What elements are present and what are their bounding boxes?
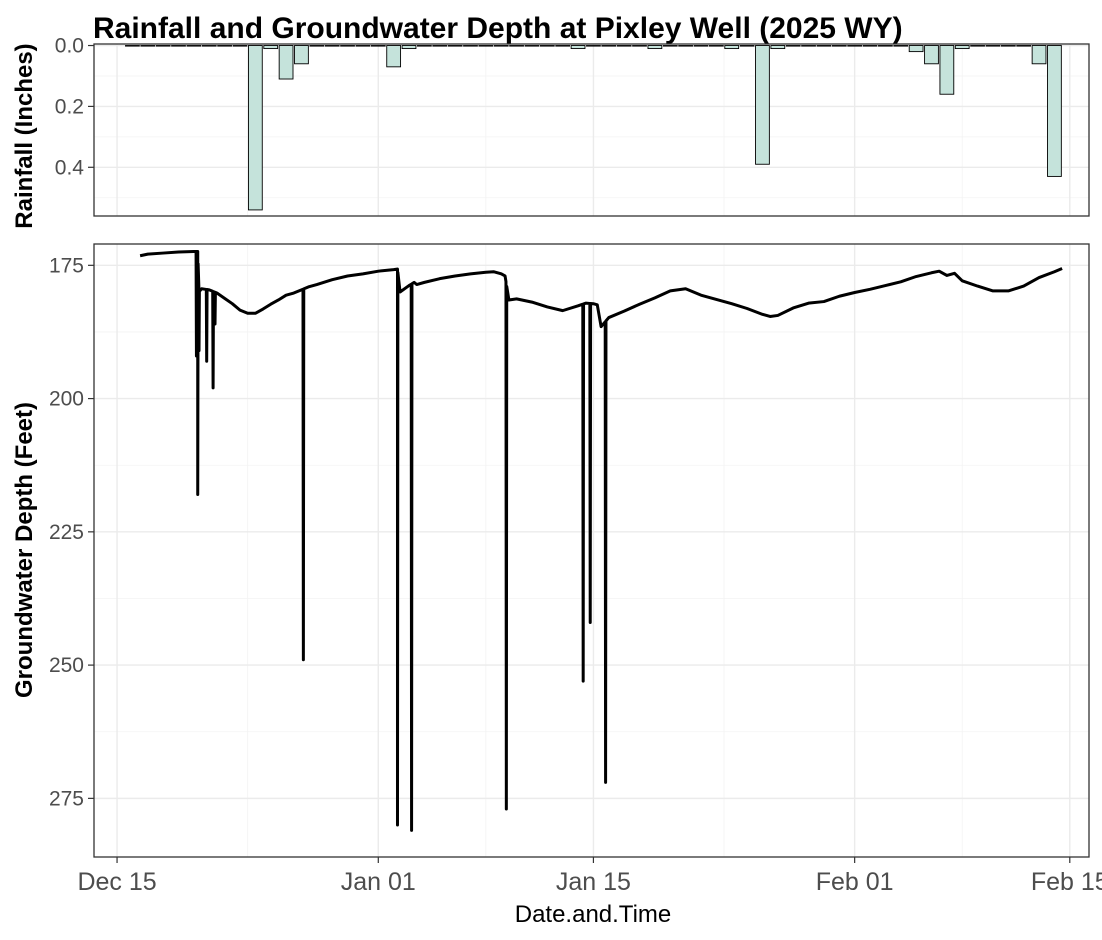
rainfall-bar — [816, 45, 832, 47]
rainfall-bar — [831, 45, 847, 47]
rainfall-bar — [632, 45, 647, 47]
rainfall-bar — [970, 45, 985, 47]
groundwater-panel-border — [93, 243, 1090, 858]
rainfall-bar — [171, 45, 186, 47]
rainfall-bar — [294, 45, 309, 65]
rainfall-bar — [570, 45, 586, 50]
rainfall-y-tick-label: 0.4 — [55, 156, 85, 179]
rainfall-bar — [724, 45, 740, 50]
rainfall-bar — [908, 45, 924, 53]
rainfall-bar — [186, 45, 202, 47]
rainfall-bars — [125, 45, 1062, 211]
rainfall-bar — [954, 45, 970, 50]
rainfall-bar — [601, 45, 617, 47]
groundwater-y-tick-label: 175 — [49, 254, 84, 277]
rainfall-y-tick-label: 0.2 — [55, 95, 84, 118]
groundwater-y-axis: 175 200 225 250 275 — [49, 254, 94, 810]
x-tick-label: Feb 15 — [1031, 868, 1102, 896]
groundwater-y-tick-label: 225 — [49, 521, 84, 544]
rainfall-bar — [555, 45, 571, 47]
rainfall-y-tick-label: 0.0 — [55, 35, 84, 58]
x-axis-label: Date.and.Time — [515, 901, 672, 928]
rainfall-bar — [708, 45, 724, 47]
x-tick-label: Dec 15 — [77, 868, 156, 896]
rainfall-bar — [217, 45, 232, 47]
groundwater-depth-line — [139, 249, 1063, 832]
x-tick-label: Jan 01 — [341, 868, 416, 896]
rainfall-bar — [770, 45, 786, 50]
rainfall-bar — [370, 45, 386, 47]
rainfall-bar — [478, 45, 494, 47]
rainfall-bar — [309, 45, 325, 47]
rainfall-bar — [924, 45, 939, 65]
x-tick-label: Jan 15 — [556, 868, 631, 896]
rainfall-bar — [125, 45, 140, 47]
rainfall-bar — [847, 45, 863, 47]
groundwater-y-tick-label: 200 — [49, 388, 84, 411]
rainfall-bar — [340, 45, 355, 47]
x-tick-label: Feb 01 — [816, 868, 894, 896]
rainfall-bar — [278, 45, 294, 80]
rainfall-bar — [801, 45, 816, 47]
rainfall-bar — [401, 45, 417, 50]
rainfall-bar — [509, 45, 524, 47]
rainfall-panel: 0.0 0.2 0.4 Rainfall (Inches) — [11, 35, 1090, 229]
groundwater-y-axis-label: Groundwater Depth (Feet) — [11, 402, 38, 698]
rainfall-panel-border — [93, 43, 1090, 217]
rainfall-bar — [386, 45, 402, 68]
rainfall-bar — [432, 45, 448, 47]
rainfall-bar — [985, 45, 1001, 47]
rainfall-bar — [247, 45, 263, 211]
rainfall-bar — [539, 45, 555, 47]
rainfall-bar — [1016, 45, 1032, 47]
rainfall-bar — [647, 45, 663, 50]
rainfall-bar — [862, 45, 878, 47]
x-axis: Dec 15 Jan 01 Jan 15 Feb 01 Feb 15 — [77, 857, 1102, 896]
chart-title: Rainfall and Groundwater Depth at Pixley… — [93, 12, 903, 45]
rainfall-bar — [939, 45, 955, 95]
rainfall-bar — [739, 45, 755, 47]
rainfall-y-axis: 0.0 0.2 0.4 — [55, 35, 94, 179]
groundwater-y-tick-label: 275 — [49, 787, 84, 810]
rainfall-bar — [263, 45, 279, 50]
rainfall-bar — [493, 45, 509, 47]
rainfall-bar — [447, 45, 463, 47]
rainfall-bar — [693, 45, 709, 47]
rainfall-bar — [201, 45, 217, 47]
rainfall-bar — [524, 45, 540, 47]
rainfall-bar — [662, 45, 678, 47]
rainfall-bar — [1031, 45, 1047, 65]
rainfall-bar — [463, 45, 478, 47]
rainfall-bar — [616, 45, 632, 47]
rainfall-y-axis-label: Rainfall (Inches) — [11, 43, 38, 228]
groundwater-panel: 175 200 225 250 275 Groundwater Depth (Feet) — [11, 243, 1090, 858]
rainfall-bar — [1000, 45, 1016, 47]
rainfall-bar — [755, 45, 770, 165]
groundwater-y-tick-label: 250 — [49, 654, 84, 677]
rainfall-bar — [1047, 45, 1062, 177]
rainfall-bar — [878, 45, 893, 47]
rainfall-bar — [586, 45, 601, 47]
rainfall-bar — [324, 45, 340, 47]
rainfall-bar — [893, 45, 909, 47]
rainfall-bar — [232, 45, 248, 47]
rainfall-bar — [355, 45, 371, 47]
rainfall-bar — [417, 45, 432, 47]
rainfall-bar — [785, 45, 801, 47]
rainfall-bar — [140, 45, 156, 47]
rainfall-bar — [155, 45, 171, 47]
rainfall-bar — [678, 45, 693, 47]
groundwater-depth-series — [139, 249, 1063, 832]
